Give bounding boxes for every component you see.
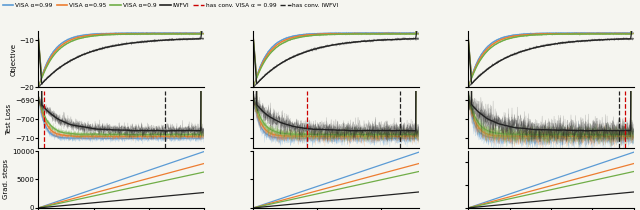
Y-axis label: Objective: Objective (11, 43, 17, 76)
Y-axis label: Test Loss: Test Loss (6, 104, 12, 135)
Y-axis label: Grad. steps: Grad. steps (3, 160, 9, 200)
Legend: VISA α=0.99, VISA α=0.95, VISA α=0.9, IWFVI, has conv. VISA α = 0.99, has conv. : VISA α=0.99, VISA α=0.95, VISA α=0.9, IW… (3, 3, 339, 8)
